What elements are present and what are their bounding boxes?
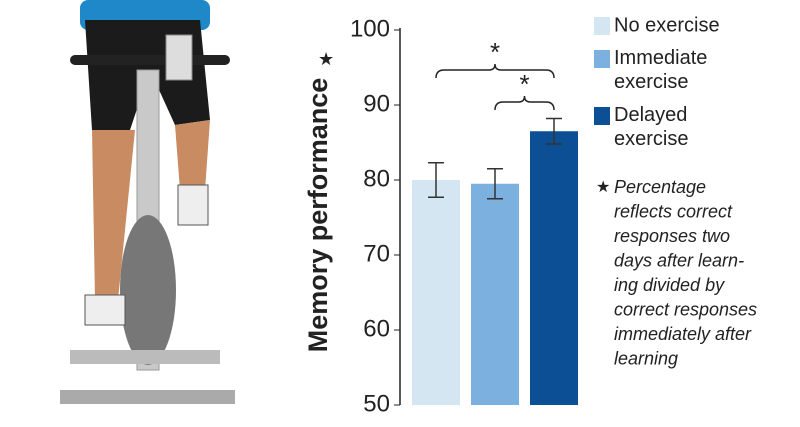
legend-swatch: [594, 17, 610, 35]
note-line: days after learn-: [614, 250, 744, 270]
legend-line: Immediate: [614, 47, 713, 69]
y-tick-label: 50: [363, 390, 390, 417]
legend-swatch: [594, 107, 610, 125]
photo: [0, 0, 270, 427]
note-marker: ★: [596, 179, 610, 196]
y-axis-label: Memory performance: [303, 78, 333, 353]
bar: [471, 183, 519, 405]
note-line: immediately after: [614, 324, 752, 344]
legend-line: Delayed: [614, 104, 693, 126]
note-line: Percentage: [614, 177, 706, 197]
note-line: reflects correct: [614, 201, 733, 221]
significance-label: *: [519, 69, 529, 99]
note-line: ing divided by: [614, 275, 725, 295]
y-tick-label: 100: [350, 15, 390, 42]
significance-bracket: [494, 95, 555, 111]
y-tick-label: 60: [363, 315, 390, 342]
legend-label: No exercise: [614, 14, 720, 36]
legend-swatch: [594, 50, 610, 68]
legend-line: exercise: [614, 71, 688, 93]
note-line: correct responses: [614, 299, 757, 319]
y-tick-label: 90: [363, 90, 390, 117]
legend-label: Immediate exercise: [614, 47, 713, 93]
y-tick-label: 80: [363, 165, 390, 192]
error-bar: [428, 162, 444, 198]
legend-label: Delayed exercise: [614, 104, 693, 150]
error-bar: [487, 168, 503, 200]
bar: [530, 131, 578, 405]
significance-label: *: [490, 37, 500, 67]
note-line: learning: [614, 348, 678, 368]
significance-bracket: [435, 63, 555, 79]
note-line: responses two: [614, 226, 730, 246]
error-bar: [546, 117, 562, 145]
legend-line: exercise: [614, 128, 688, 150]
y-tick-label: 70: [363, 240, 390, 267]
ylabel-marker: ★: [318, 49, 334, 69]
bar: [412, 180, 460, 405]
